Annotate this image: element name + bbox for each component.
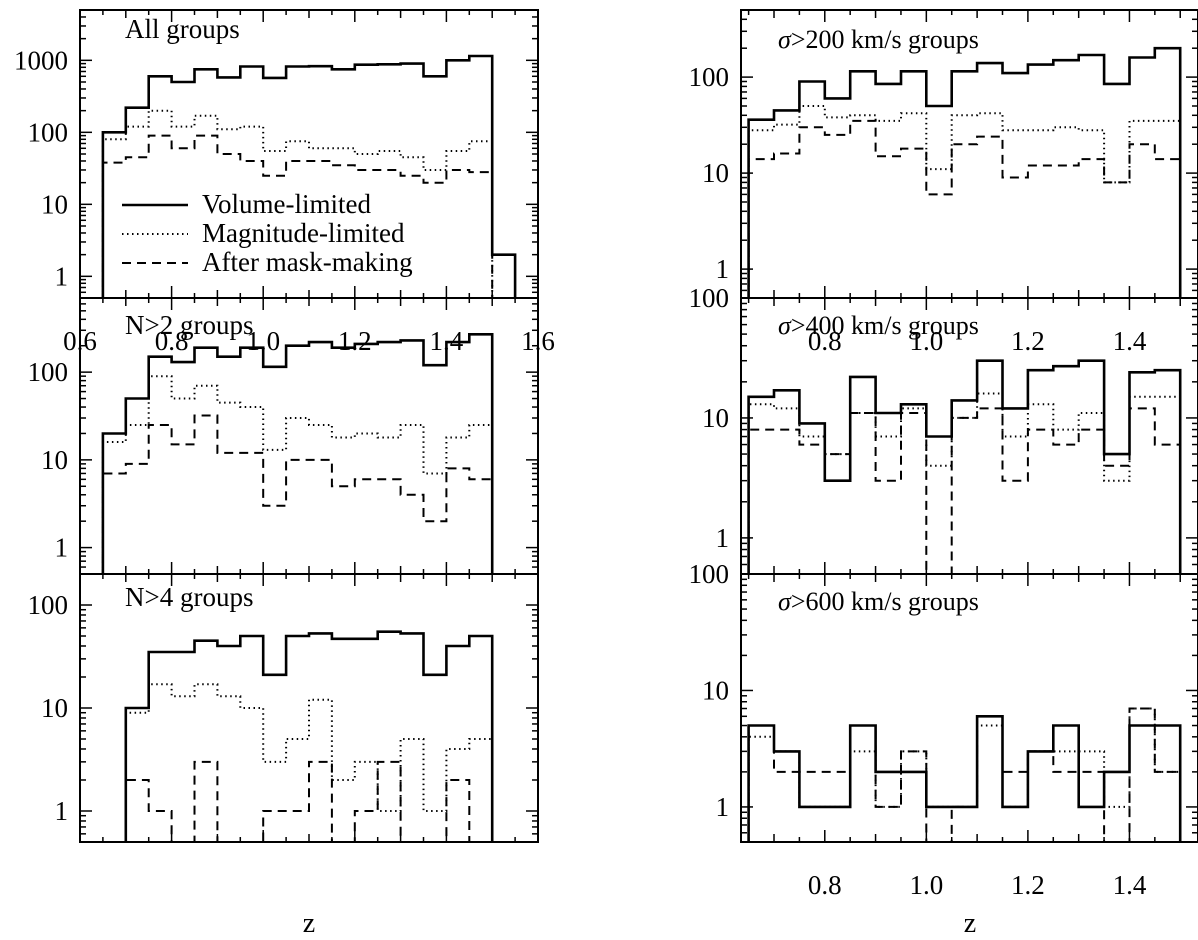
- series-dashed-panel3: [124, 760, 471, 842]
- panel-title-4: σ>200 km/s groups: [778, 25, 979, 54]
- x-axis-label-right: z: [964, 908, 976, 939]
- y-tick-label-panel3: 100: [28, 590, 69, 620]
- series-dashed-panel2: [101, 414, 494, 574]
- y-tick-label-panel4: 100: [689, 62, 730, 92]
- series-solid-panel2: [101, 333, 494, 574]
- series-dotted-panel2: [101, 375, 494, 574]
- y-tick-label-panel2: 100: [28, 357, 69, 387]
- y-tick-label-panel5: 1: [716, 523, 730, 553]
- panel-title-6: σ>600 km/s groups: [778, 587, 979, 616]
- series-solid-panel1: [101, 54, 517, 298]
- series-dotted-panel6: [747, 707, 1182, 842]
- series-dashed-panel4: [747, 119, 1182, 298]
- panel-title-3: N>4 groups: [125, 582, 253, 612]
- y-tick-label-panel1: 100: [28, 117, 69, 147]
- series-dotted-panel1: [101, 109, 494, 298]
- x-tick-label-panel4: 0.8: [808, 326, 842, 356]
- y-tick-label-panel6: 100: [689, 559, 730, 589]
- y-tick-label-panel3: 1: [55, 796, 69, 826]
- series-dashed-panel1: [101, 134, 494, 298]
- y-tick-label-panel1: 1000: [14, 45, 68, 75]
- series-dashed-panel5: [747, 407, 1182, 574]
- series-solid-panel3: [124, 630, 494, 842]
- legend-label-dashed: After mask-making: [202, 247, 413, 277]
- y-tick-label-panel3: 10: [41, 693, 68, 723]
- x-tick-label-panel1: 1.2: [338, 326, 372, 356]
- x-tick-label-panel4: 1.2: [1011, 326, 1045, 356]
- x-tick-label-panel6: 1.2: [1011, 870, 1045, 900]
- y-tick-label-panel6: 10: [702, 675, 729, 705]
- series-dotted-panel5: [747, 392, 1182, 574]
- y-tick-label-panel4: 1: [716, 254, 730, 284]
- y-tick-label-panel1: 10: [41, 189, 68, 219]
- y-tick-label-panel1: 1: [55, 261, 69, 291]
- y-tick-label-panel2: 10: [41, 445, 68, 475]
- y-tick-label-panel5: 10: [702, 403, 729, 433]
- y-tick-label-panel5: 100: [689, 283, 730, 313]
- panel-title-5: σ>400 km/s groups: [778, 311, 979, 340]
- panel-title-1: All groups: [125, 14, 240, 44]
- y-tick-label-panel2: 1: [55, 533, 69, 563]
- panel-title-2: N>2 groups: [125, 310, 253, 340]
- x-tick-label-panel6: 1.4: [1113, 870, 1147, 900]
- y-tick-label-panel6: 1: [716, 792, 730, 822]
- legend-label-dotted: Magnitude-limited: [202, 218, 405, 248]
- series-solid-panel6: [747, 715, 1182, 842]
- series-dotted-panel3: [124, 683, 494, 842]
- series-dashed-panel6: [747, 707, 1182, 842]
- x-tick-label-panel6: 1.0: [909, 870, 943, 900]
- x-axis-label-left: z: [303, 908, 315, 939]
- series-solid-panel5: [747, 359, 1182, 574]
- x-tick-label-panel4: 1.4: [1113, 326, 1147, 356]
- x-tick-label-panel6: 0.8: [808, 870, 842, 900]
- series-solid-panel4: [747, 46, 1182, 298]
- x-tick-label-panel1: 0.8: [155, 326, 189, 356]
- legend-label-solid: Volume-limited: [202, 189, 371, 219]
- y-tick-label-panel4: 10: [702, 158, 729, 188]
- series-dotted-panel4: [747, 105, 1182, 298]
- x-tick-label-panel4: 1.0: [909, 326, 943, 356]
